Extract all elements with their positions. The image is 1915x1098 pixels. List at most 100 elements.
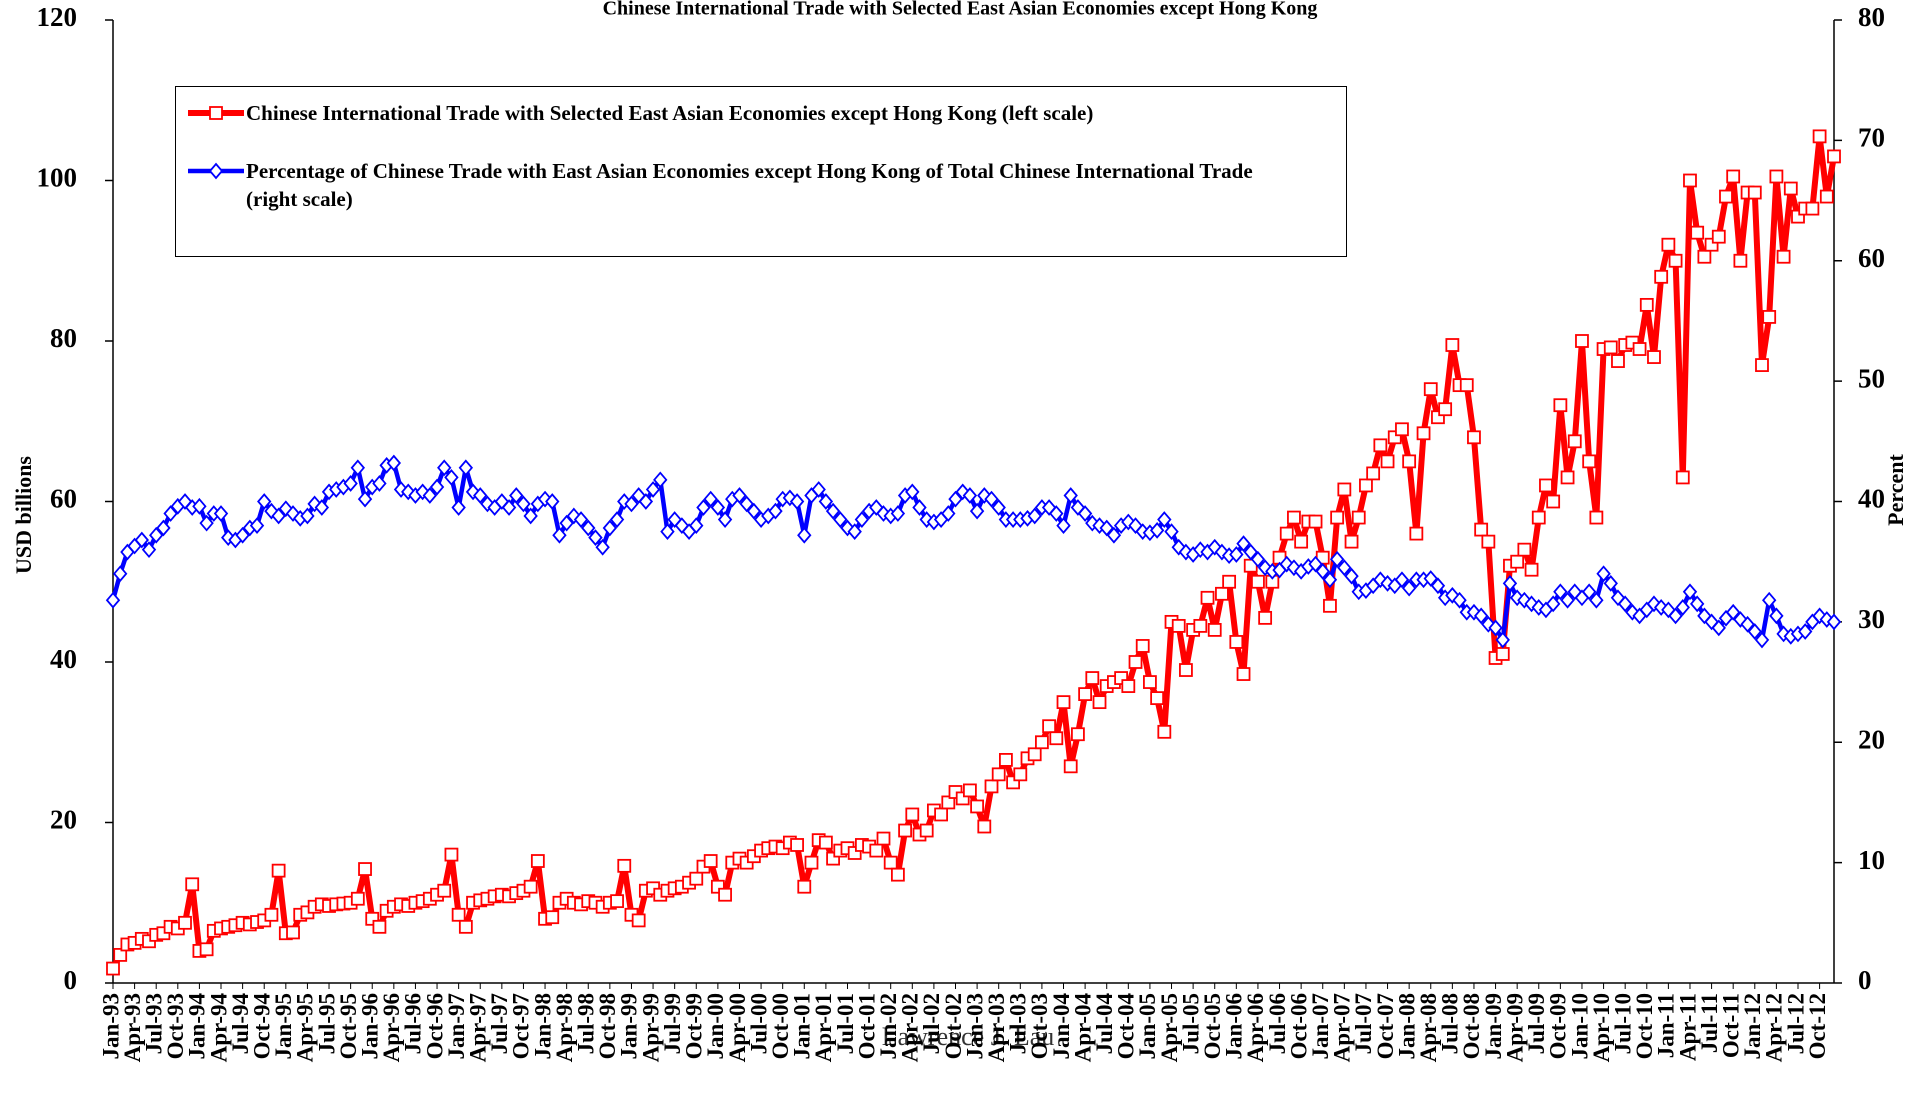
y2-tick-label: 10 — [1858, 845, 1885, 875]
x-tick-label: Jul-94 — [228, 993, 253, 1055]
marker — [1027, 747, 1042, 762]
marker — [1466, 603, 1482, 621]
watermark: Lawrence J. Lau — [882, 1022, 1055, 1051]
marker — [422, 487, 438, 504]
marker — [797, 879, 812, 894]
y-tick-label: 40 — [50, 644, 77, 674]
marker — [249, 517, 265, 534]
x-tick-label: Apr-10 — [1589, 993, 1614, 1062]
marker — [595, 538, 610, 556]
marker — [1200, 590, 1215, 605]
marker — [1452, 591, 1467, 609]
y-tick-label: 100 — [37, 163, 78, 193]
marker — [1193, 541, 1208, 559]
marker — [257, 493, 272, 510]
x-tick-label: Jul-09 — [1524, 993, 1549, 1054]
marker — [1164, 523, 1179, 540]
x-tick-label: Apr-97 — [466, 993, 491, 1062]
y2-tick-label: 80 — [1858, 2, 1885, 32]
series-markers — [105, 454, 1842, 649]
marker — [1337, 482, 1352, 497]
marker — [1524, 562, 1539, 577]
legend-item: Chinese International Trade with Selecte… — [186, 99, 1306, 127]
marker — [1827, 149, 1841, 164]
marker — [581, 519, 596, 537]
marker — [912, 499, 927, 516]
x-tick-label: Apr-11 — [1675, 993, 1700, 1061]
marker — [1351, 510, 1366, 525]
marker — [1279, 555, 1294, 573]
marker — [1546, 494, 1561, 509]
marker — [1798, 623, 1813, 640]
marker — [1531, 599, 1546, 616]
marker — [804, 855, 819, 870]
marker — [609, 511, 625, 528]
marker — [1308, 514, 1323, 529]
y-tick-label: 80 — [50, 323, 77, 353]
marker — [1589, 591, 1604, 609]
marker — [1647, 350, 1661, 364]
marker — [1467, 430, 1481, 445]
marker — [552, 526, 567, 544]
legend-item: Percentage of Chinese Trade with East As… — [186, 157, 1306, 213]
x-tick-label: Jan-09 — [1481, 993, 1506, 1059]
marker — [1747, 185, 1762, 200]
marker — [1826, 613, 1842, 631]
marker — [1366, 466, 1381, 481]
marker — [271, 863, 286, 878]
marker — [1243, 543, 1258, 561]
x-tick-label: Jul-99 — [660, 993, 685, 1054]
x-tick-label: Jan-03 — [962, 993, 987, 1059]
legend: Chinese International Trade with Selecte… — [175, 86, 1347, 257]
marker — [559, 514, 574, 532]
x-tick-label: Oct-96 — [422, 993, 447, 1059]
marker — [1769, 169, 1784, 184]
marker — [1617, 595, 1633, 613]
marker — [451, 907, 466, 922]
marker — [1438, 402, 1453, 417]
marker — [1473, 607, 1489, 625]
marker — [948, 490, 963, 508]
marker — [1445, 338, 1460, 352]
series-line — [110, 133, 1837, 970]
marker — [789, 493, 805, 510]
marker — [1027, 507, 1042, 525]
marker — [1646, 595, 1662, 613]
marker — [1085, 671, 1100, 685]
marker — [1812, 607, 1827, 625]
marker — [437, 883, 452, 898]
marker — [1013, 767, 1028, 782]
y-tick-label: 0 — [64, 965, 78, 995]
x-tick-label: Apr-08 — [1416, 993, 1441, 1062]
marker — [1539, 478, 1553, 493]
marker — [1128, 655, 1143, 669]
x-tick-label: Jul-93 — [141, 993, 166, 1054]
marker — [1596, 565, 1611, 583]
x-tick-label: Oct-03 — [1027, 993, 1052, 1059]
x-tick-label: Apr-04 — [1070, 993, 1095, 1063]
marker — [1430, 577, 1446, 595]
marker — [1711, 229, 1726, 244]
legend-swatch — [188, 106, 244, 120]
marker — [192, 497, 207, 515]
x-tick-label: Oct-02 — [941, 993, 966, 1059]
x-tick-label: Jul-98 — [574, 993, 599, 1054]
marker — [1423, 570, 1438, 587]
marker — [1394, 571, 1410, 589]
marker — [185, 877, 200, 892]
marker — [1661, 237, 1676, 252]
marker — [545, 493, 560, 510]
marker — [1236, 667, 1251, 681]
marker — [919, 511, 934, 528]
marker — [1329, 550, 1345, 568]
x-tick-label: Jan-94 — [185, 993, 210, 1060]
x-tick-label: Jan-06 — [1222, 993, 1247, 1059]
x-tick-label: Apr-03 — [984, 993, 1009, 1062]
marker — [739, 495, 754, 513]
marker — [1754, 631, 1770, 649]
marker — [718, 887, 732, 902]
marker — [1049, 731, 1064, 746]
marker — [1322, 571, 1338, 589]
marker — [984, 490, 999, 508]
legend-label: Chinese International Trade with Selecte… — [246, 101, 1094, 125]
